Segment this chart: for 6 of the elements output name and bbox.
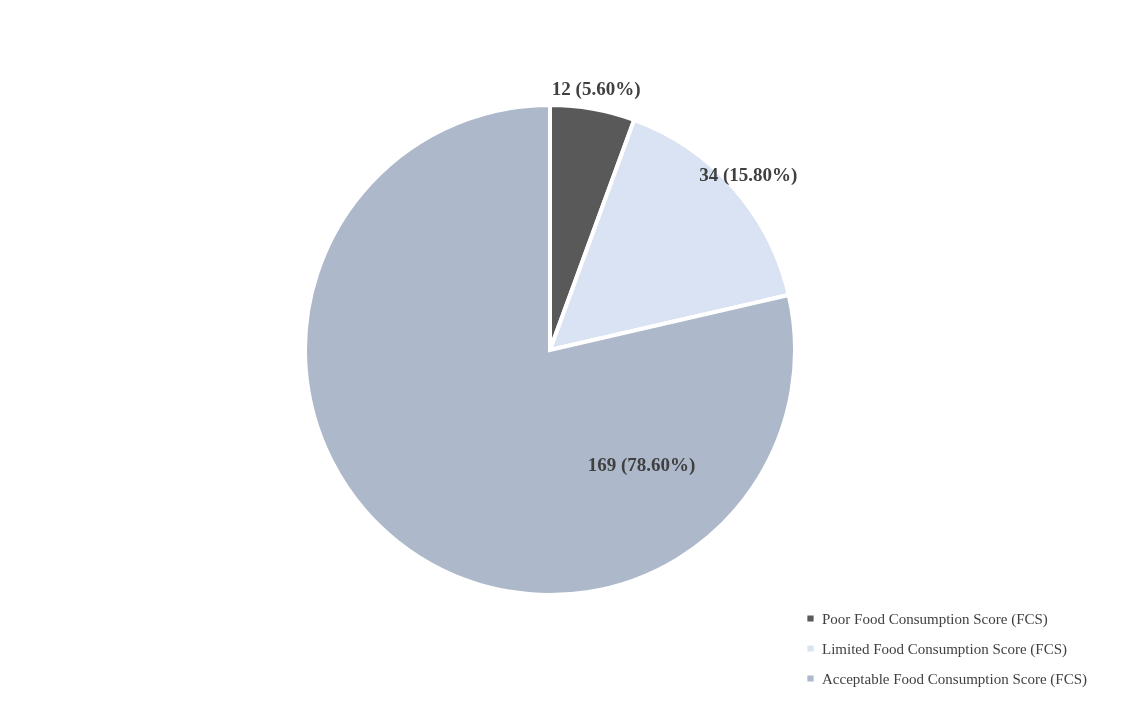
legend-label: Limited Food Consumption Score (FCS) [822, 640, 1068, 658]
data-label: 169 (78.60%) [587, 454, 696, 477]
legend-label: Poor Food Consumption Score (FCS) [822, 610, 1048, 628]
data-label: 12 (5.60%) [551, 78, 641, 101]
legend-label: Acceptable Food Consumption Score (FCS) [822, 670, 1087, 688]
data-label: 34 (15.80%) [699, 163, 798, 186]
